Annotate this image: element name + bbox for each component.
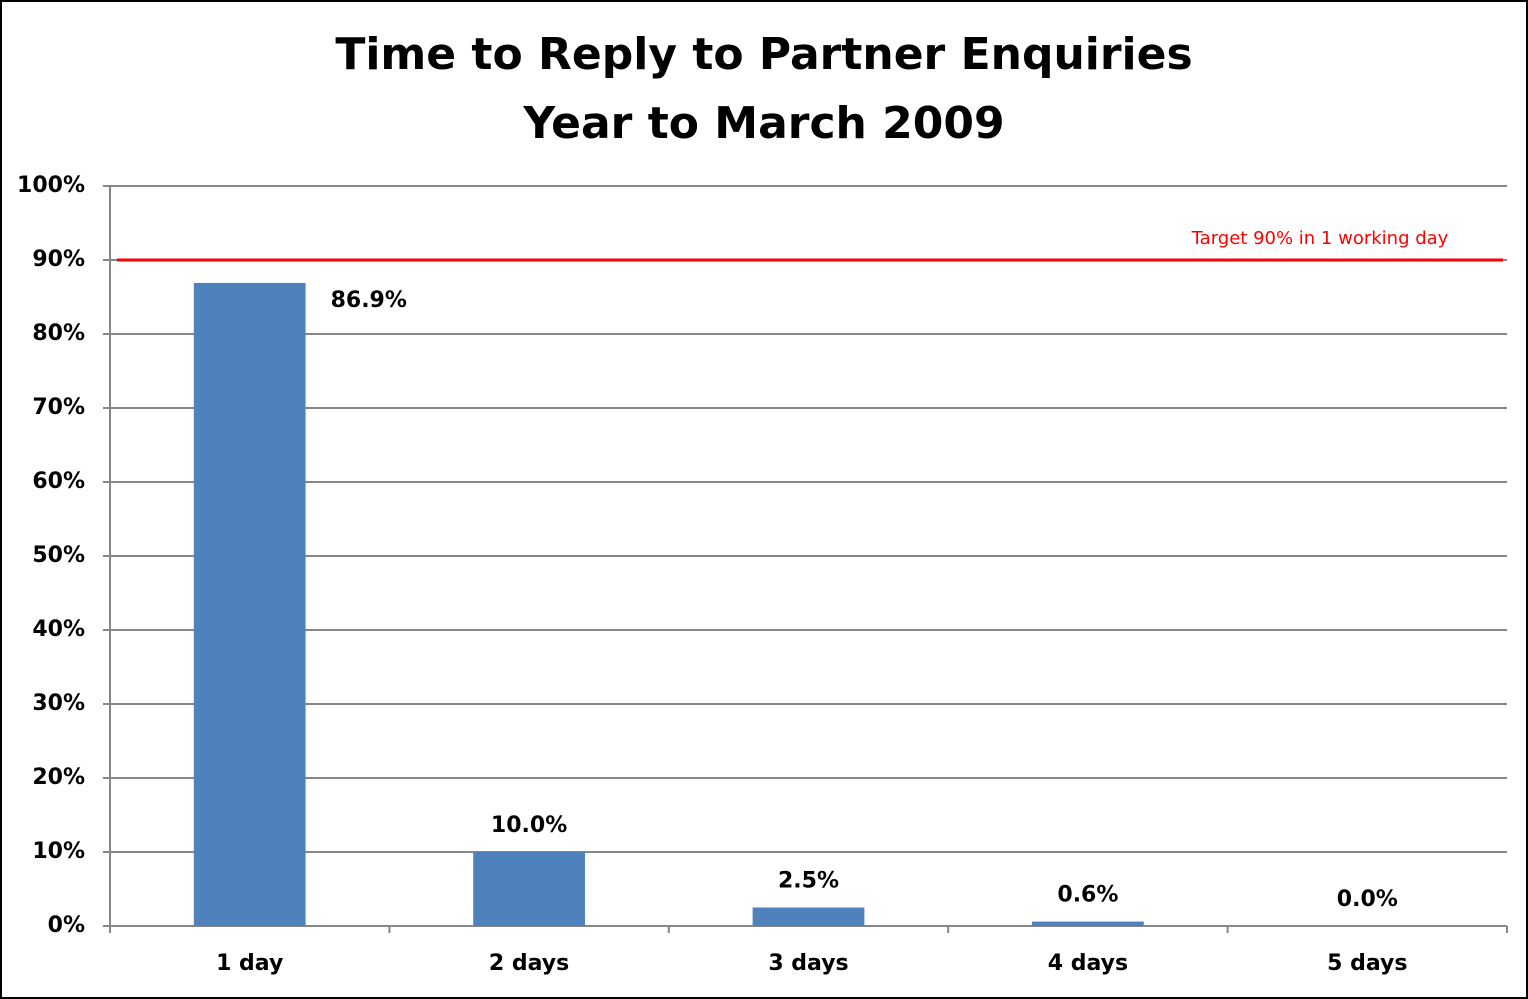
- y-tick-label: 60%: [32, 469, 85, 494]
- target-label: Target 90% in 1 working day: [1191, 228, 1449, 249]
- bar: [193, 282, 306, 926]
- y-tick-label: 100%: [17, 173, 85, 198]
- bar: [1032, 921, 1144, 926]
- x-tick-label: 3 days: [768, 951, 848, 976]
- bar: [473, 852, 585, 926]
- y-tick-label: 20%: [32, 765, 85, 790]
- value-label: 0.6%: [1057, 883, 1118, 908]
- y-tick-label: 0%: [48, 913, 85, 938]
- chart-subtitle: Year to March 2009: [522, 98, 1004, 149]
- y-tick-label: 90%: [32, 247, 85, 272]
- x-tick-label: 5 days: [1327, 951, 1407, 976]
- x-tick-label: 4 days: [1048, 951, 1128, 976]
- y-tick-label: 80%: [32, 321, 85, 346]
- y-tick-label: 70%: [32, 395, 85, 420]
- y-tick-label: 10%: [32, 839, 85, 864]
- y-tick-label: 30%: [32, 691, 85, 716]
- x-tick-label: 1 day: [216, 951, 283, 976]
- x-tick-label: 2 days: [489, 951, 569, 976]
- value-label: 10.0%: [491, 813, 567, 838]
- chart-title: Time to Reply to Partner Enquiries: [335, 29, 1192, 80]
- bar: [752, 907, 865, 926]
- value-label: 86.9%: [331, 288, 407, 313]
- y-tick-label: 50%: [32, 543, 85, 568]
- value-label: 0.0%: [1337, 887, 1398, 912]
- value-label: 2.5%: [778, 869, 839, 894]
- y-tick-label: 40%: [32, 617, 85, 642]
